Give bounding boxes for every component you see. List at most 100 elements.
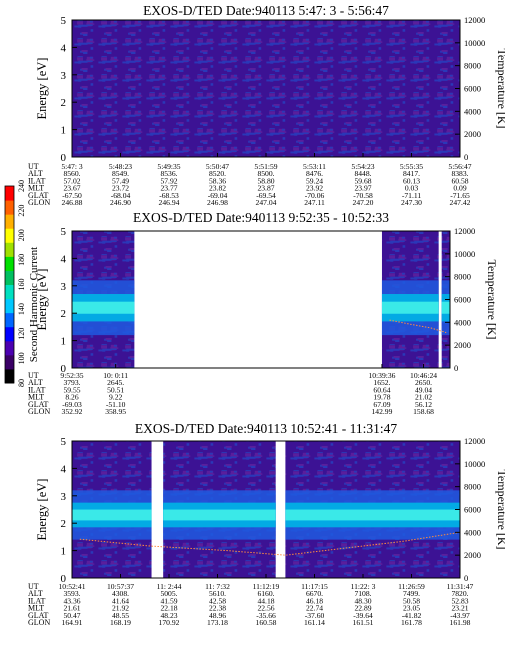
table-cell: 23.21 xyxy=(451,604,468,613)
table-cell: 246.98 xyxy=(207,198,228,207)
table-cell: 41.59 xyxy=(160,596,177,605)
colorbar: 80 100 120 140 160 180 200 220 240 Second Harmoni… xyxy=(4,180,40,387)
table-cell: 46.18 xyxy=(306,596,323,605)
colorbar-tick-label: 160 xyxy=(17,279,26,291)
table-cell: 8549. xyxy=(112,169,129,178)
table-cell: -71.11 xyxy=(402,191,422,200)
table-cell: 22.38 xyxy=(209,604,226,613)
table-cell: -39.64 xyxy=(353,611,373,620)
table-cell: -35.66 xyxy=(256,611,276,620)
table-cell: 9.22 xyxy=(109,393,122,402)
table-cell: -70.58 xyxy=(353,191,373,200)
colorbar-tick-label: 120 xyxy=(17,328,26,340)
table-cell: 5:55:35 xyxy=(400,162,423,171)
table-cell: 8536. xyxy=(160,169,177,178)
table-cell: 247.11 xyxy=(304,198,325,207)
table-cell: 11:12:19 xyxy=(253,582,280,591)
table-cell: 22.56 xyxy=(257,604,274,613)
table-row-label: MLT xyxy=(28,393,44,402)
table-row-label: GLAT xyxy=(28,611,49,620)
table-row-label: ILAT xyxy=(28,596,45,605)
table-row-label: UT xyxy=(28,582,39,591)
table-cell: -67.50 xyxy=(62,191,82,200)
table-row-label: UT xyxy=(28,371,39,380)
colorbar-swatch xyxy=(5,284,14,300)
y-tick-label: 0 xyxy=(61,573,67,585)
table-cell: 173.18 xyxy=(207,618,228,627)
table-cell: 50.47 xyxy=(63,611,80,620)
spectrogram-panel-3: EXOS-D/TED Date:940113 10:52:41 - 11:31:… xyxy=(28,421,505,627)
spectrogram-panel-2: EXOS-D/TED Date:940113 9:52:35 - 10:52:3… xyxy=(28,210,499,416)
y-right-tick-label: 12000 xyxy=(464,436,485,446)
table-row-label: ALT xyxy=(28,589,43,598)
colorbar-swatch xyxy=(5,340,14,356)
table-cell: 57.49 xyxy=(112,176,129,185)
panel-title: EXOS-D/TED Date:940113 9:52:35 - 10:52:3… xyxy=(133,210,389,225)
table-cell: 60.13 xyxy=(403,176,420,185)
table-cell: 3793. xyxy=(63,378,80,387)
colorbar-frame xyxy=(4,185,15,384)
table-cell: 5:56:47 xyxy=(448,162,471,171)
table-cell: 4308. xyxy=(112,589,129,598)
table-cell: 52.83 xyxy=(451,596,468,605)
table-row-label: MLT xyxy=(28,604,44,613)
table-cell: 8520. xyxy=(209,169,226,178)
table-cell: 11:26:59 xyxy=(398,582,425,591)
table-cell: 42.58 xyxy=(209,596,226,605)
table-cell: 6670. xyxy=(306,589,323,598)
table-cell: 8560. xyxy=(63,169,80,178)
y-axis-label: Energy [eV] xyxy=(35,58,49,120)
energy-band-peak xyxy=(72,301,135,314)
table-cell: 8.26 xyxy=(65,393,78,402)
y-right-tick-label: 10000 xyxy=(454,249,475,259)
table-cell: 6160. xyxy=(257,589,274,598)
colorbar-swatch xyxy=(5,214,14,229)
y-right-tick-label: 10000 xyxy=(464,459,485,469)
table-cell: 59.55 xyxy=(63,385,80,394)
table-cell: 247.30 xyxy=(401,198,422,207)
y-right-tick-label: 4000 xyxy=(464,106,481,116)
table-cell: 59.24 xyxy=(306,176,323,185)
panel-title: EXOS-D/TED Date:940113 5:47: 3 - 5:56:47 xyxy=(143,3,389,18)
table-cell: 161.14 xyxy=(304,618,325,627)
y-right-tick-label: 8000 xyxy=(464,61,481,71)
table-cell: 11: 7:32 xyxy=(205,582,230,591)
colorbar-swatch xyxy=(5,312,14,328)
spectrogram-panel-1: EXOS-D/TED Date:940113 5:47: 3 - 5:56:47… xyxy=(28,3,505,207)
colorbar-swatch xyxy=(5,228,14,243)
y-right-axis-label: Temperature [K] xyxy=(495,48,505,128)
table-cell: 246.94 xyxy=(159,198,180,207)
y-right-tick-label: 6000 xyxy=(464,505,481,515)
table-cell: 358.95 xyxy=(105,407,126,416)
ephemeris-table: UTALTILATMLTGLATGLON10:52:413593.43.3621… xyxy=(28,582,474,627)
table-row-label: UT xyxy=(28,162,39,171)
table-cell: 5:51:59 xyxy=(254,162,277,171)
table-cell: 170.92 xyxy=(159,618,180,627)
table-cell: 7499. xyxy=(403,589,420,598)
table-cell: 58.80 xyxy=(257,176,274,185)
table-row-label: GLAT xyxy=(28,191,49,200)
colorbar-swatch xyxy=(5,368,14,384)
table-cell: 19.78 xyxy=(373,393,390,402)
table-cell: 22.18 xyxy=(160,604,177,613)
table-cell: 5:49:35 xyxy=(157,162,180,171)
table-cell: -41.82 xyxy=(402,611,422,620)
table-cell: 160.58 xyxy=(256,618,277,627)
y-right-tick-label: 6000 xyxy=(464,84,481,94)
data-coverage-segment xyxy=(72,20,460,157)
y-tick-label: 2 xyxy=(61,518,67,530)
table-cell: 5:54:23 xyxy=(351,162,374,171)
y-right-tick-label: 12000 xyxy=(454,226,475,236)
table-cell: 161.78 xyxy=(401,618,422,627)
y-axis-label: Energy [eV] xyxy=(35,479,49,541)
table-cell: -69.03 xyxy=(62,400,82,409)
table-cell: 23.67 xyxy=(63,184,80,193)
table-cell: 60.58 xyxy=(451,176,468,185)
energy-band-peak xyxy=(72,509,152,521)
table-cell: 57.92 xyxy=(160,176,177,185)
table-cell: 246.90 xyxy=(110,198,131,207)
y-tick-label: 1 xyxy=(61,546,67,558)
colorbar-tick-label: 240 xyxy=(17,180,26,192)
